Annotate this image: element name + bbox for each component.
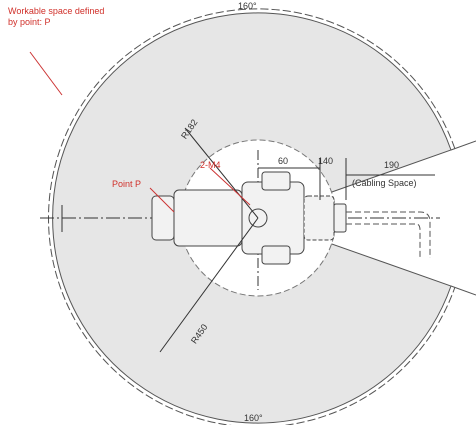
annotation: 2-M4	[200, 160, 221, 170]
dimension-label: 140	[318, 156, 333, 166]
page: Workable space defined by point: P 160° …	[0, 0, 476, 425]
workspace-diagram: Workable space defined by point: P 160° …	[0, 0, 476, 425]
annotation: Point P	[112, 179, 141, 189]
leader	[30, 52, 62, 95]
dimension-label: 60	[278, 156, 288, 166]
angle-label: 160°	[238, 1, 257, 11]
dimension-label: 190	[384, 160, 399, 170]
annotation: Workable space defined	[8, 6, 104, 16]
annotation: (Cabling Space)	[352, 178, 417, 188]
annotation: by point: P	[8, 17, 51, 27]
wedge-line	[451, 141, 476, 150]
angle-label: 160°	[244, 413, 263, 423]
cable	[346, 212, 430, 258]
wedge-line	[451, 286, 476, 295]
